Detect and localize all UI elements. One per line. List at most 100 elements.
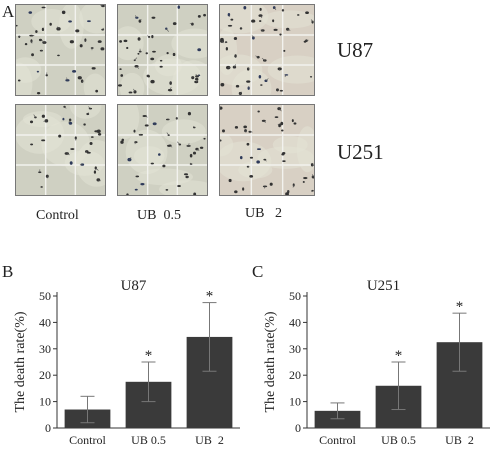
micrograph-u251-ub-2 — [219, 104, 315, 196]
y-tick-label: 0 — [45, 421, 51, 435]
cell — [87, 20, 91, 23]
cell-process — [311, 174, 314, 178]
y-axis-label: The death rate(%) — [13, 311, 28, 412]
cell — [232, 65, 237, 69]
cell-process — [129, 157, 132, 160]
cell — [220, 139, 222, 142]
cell — [247, 86, 250, 90]
chart-u87: U87 0 10 20 30 40 50 The death rate(%) Control * U… — [13, 278, 240, 447]
cell-process — [196, 79, 199, 83]
cell — [177, 5, 181, 9]
cell — [62, 117, 65, 121]
chart-title: U87 — [121, 278, 147, 294]
cell — [24, 42, 28, 46]
cell-process — [134, 15, 138, 18]
cell — [235, 84, 240, 88]
cell — [97, 40, 102, 43]
background-patch — [133, 146, 165, 167]
cell — [95, 89, 99, 93]
background-patch — [31, 8, 72, 34]
column-label-ub-0-5: UB 0.5 — [137, 208, 181, 223]
cell — [29, 120, 34, 124]
cell — [68, 121, 73, 125]
y-tick-label: 40 — [39, 315, 51, 329]
cell — [177, 184, 181, 188]
micrograph-texture — [16, 105, 105, 195]
cell — [45, 174, 49, 178]
cell — [303, 176, 308, 180]
cell — [120, 74, 124, 77]
cell — [203, 13, 207, 17]
micrograph-texture — [220, 5, 314, 95]
cell — [69, 161, 73, 165]
cell — [151, 16, 156, 19]
cell — [262, 185, 268, 188]
cell-process — [311, 190, 313, 192]
micrograph-u87-ub-2 — [219, 4, 315, 96]
cell — [145, 52, 148, 55]
cell-process — [261, 57, 265, 61]
y-axis-label: The death rate(%) — [263, 311, 278, 412]
background-patch — [69, 105, 102, 119]
cell — [162, 164, 166, 168]
cell-process — [66, 153, 70, 156]
y-tick-label: 10 — [289, 395, 301, 409]
cell — [35, 30, 38, 34]
cell — [172, 52, 176, 57]
cell — [118, 84, 123, 87]
cell — [199, 146, 204, 149]
cell — [225, 46, 228, 51]
cell — [133, 90, 137, 94]
cell — [128, 91, 133, 94]
cell-process — [41, 40, 45, 43]
cell — [167, 144, 171, 147]
cell — [193, 192, 197, 195]
cell — [309, 75, 313, 78]
cell — [94, 130, 99, 133]
cell — [222, 129, 225, 133]
y-tick-label: 50 — [39, 289, 51, 303]
cell — [220, 37, 224, 42]
cell — [269, 182, 273, 186]
y-tick-label: 20 — [289, 368, 301, 382]
cell — [68, 20, 72, 23]
cell — [70, 148, 75, 150]
cell — [61, 10, 66, 15]
cell — [140, 182, 145, 186]
cell — [150, 79, 155, 84]
cell — [260, 29, 265, 32]
cell-process — [136, 66, 140, 69]
background-patch — [119, 72, 145, 95]
cell — [44, 119, 49, 123]
cell — [256, 160, 260, 164]
cell — [277, 67, 282, 71]
cell — [89, 141, 93, 146]
cell-process — [287, 28, 291, 31]
cell — [152, 50, 156, 53]
y-tick-label: 0 — [295, 421, 301, 435]
cell — [260, 84, 263, 86]
x-tick-label: UB 2 — [195, 433, 224, 447]
cell-process — [240, 28, 242, 30]
cell-process — [68, 119, 71, 123]
cell-process — [19, 35, 21, 38]
cell — [138, 133, 144, 136]
cell — [279, 89, 283, 92]
cell — [246, 80, 251, 83]
cell — [57, 54, 60, 57]
cell — [40, 186, 43, 188]
cell-process — [81, 80, 84, 83]
cell — [195, 75, 199, 78]
cell — [302, 181, 305, 183]
cell-process — [264, 186, 266, 189]
cell-process — [312, 164, 314, 166]
cell — [126, 193, 129, 195]
y-tick-label: 50 — [289, 289, 301, 303]
cell — [187, 111, 192, 116]
cell — [259, 7, 262, 11]
cell — [251, 19, 256, 23]
cell-process — [134, 141, 137, 145]
background-patch — [16, 62, 33, 95]
cell — [75, 29, 80, 33]
column-label-ub-2: UB 2 — [245, 206, 282, 221]
